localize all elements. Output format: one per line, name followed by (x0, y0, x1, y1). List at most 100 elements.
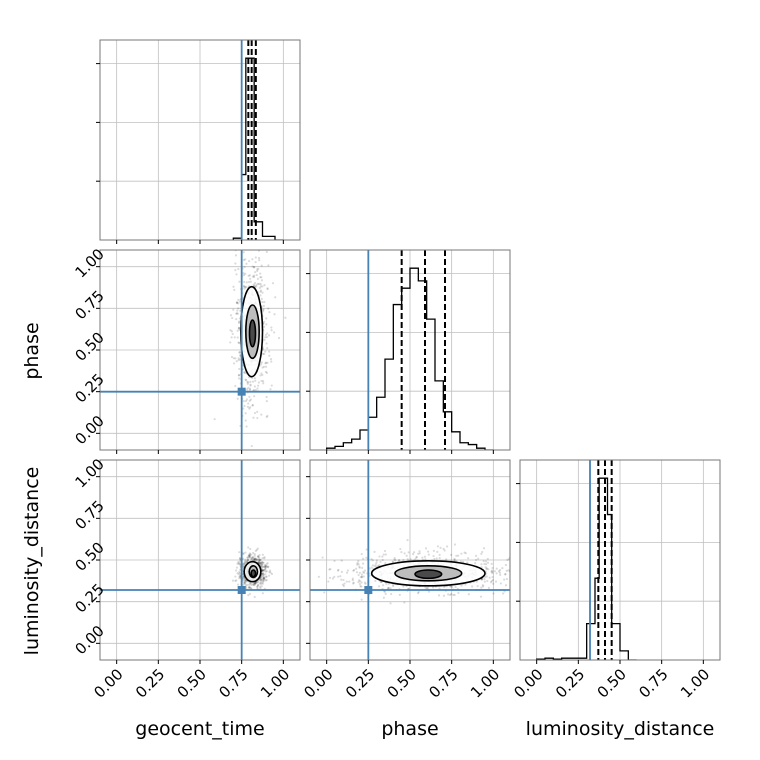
sample-point (417, 590, 420, 594)
sample-point (246, 559, 249, 562)
sample-point (244, 378, 247, 381)
sample-point (257, 558, 261, 562)
sample-point (238, 557, 242, 560)
sample-point (424, 586, 427, 589)
sample-point (248, 244, 250, 246)
sample-point (317, 575, 320, 578)
sample-point (363, 571, 366, 574)
sample-point (247, 554, 250, 558)
sample-point (256, 555, 260, 558)
sample-point (253, 554, 256, 557)
x-tick-label: 0.25 (342, 665, 378, 701)
sample-point (457, 591, 460, 594)
sample-point (262, 577, 265, 580)
sample-point (243, 561, 246, 564)
sample-point (244, 272, 247, 275)
sample-point (236, 301, 239, 304)
sample-point (264, 370, 267, 373)
sample-point (384, 553, 387, 556)
sample-point (238, 562, 241, 565)
sample-point (355, 571, 359, 574)
sample-point (263, 568, 267, 571)
sample-point (242, 552, 245, 555)
sample-point (525, 579, 527, 581)
sample-point (352, 582, 355, 585)
sample-point (254, 582, 257, 585)
sample-point (398, 593, 401, 597)
sample-point (358, 566, 361, 569)
sample-point (260, 563, 263, 566)
sample-point (266, 561, 269, 565)
sample-point (262, 561, 265, 564)
sample-point (261, 568, 264, 571)
sample-point (245, 425, 248, 428)
sample-point (247, 402, 250, 405)
sample-point (259, 580, 262, 583)
sample-point (532, 562, 534, 564)
sample-point (237, 377, 241, 380)
sample-point (244, 561, 247, 564)
sample-point (358, 579, 361, 582)
sample-point (505, 569, 508, 572)
sample-point (271, 282, 275, 285)
sample-point (254, 558, 257, 561)
sample-point (248, 555, 252, 559)
sample-point (256, 410, 259, 413)
sample-point (233, 226, 235, 228)
sample-point (242, 273, 245, 277)
sample-point (262, 382, 265, 385)
sample-point (253, 284, 256, 287)
sample-point (384, 562, 387, 565)
sample-point (485, 575, 488, 578)
sample-point (227, 456, 229, 458)
sample-point (237, 302, 240, 305)
sample-point (546, 585, 548, 587)
sample-point (254, 256, 257, 259)
sample-point (445, 545, 449, 548)
sample-point (245, 580, 248, 583)
sample-point (236, 312, 239, 315)
sample-point (246, 558, 250, 561)
sample-point (242, 271, 245, 275)
sample-point (487, 568, 490, 571)
sample-point (255, 273, 258, 277)
sample-point (257, 558, 261, 561)
sample-point (248, 555, 251, 558)
sample-point (264, 362, 267, 365)
sample-point (264, 573, 267, 576)
y-tick-label: 0.75 (71, 497, 107, 533)
sample-point (259, 558, 262, 561)
sample-point (273, 331, 276, 334)
sample-point (255, 285, 258, 288)
sample-point (253, 385, 256, 388)
sample-point (357, 573, 360, 577)
sample-point (259, 587, 262, 590)
sample-point (235, 301, 239, 305)
sample-point (260, 413, 263, 416)
sample-point (238, 571, 241, 575)
sample-point (323, 591, 326, 594)
sample-point (432, 549, 436, 552)
sample-point (235, 312, 238, 315)
sample-point (264, 333, 267, 337)
sample-point (259, 290, 262, 293)
sample-point (254, 379, 257, 382)
sample-point (466, 561, 469, 564)
sample-point (244, 558, 247, 561)
sample-point (254, 557, 257, 560)
sample-point (339, 575, 342, 578)
sample-point (498, 571, 502, 574)
sample-point (268, 574, 271, 577)
sample-point (259, 561, 262, 565)
sample-point (234, 262, 237, 265)
sample-point (263, 569, 266, 572)
sample-point (243, 371, 246, 374)
sample-point (450, 553, 453, 556)
sample-point (480, 563, 483, 566)
sample-point (264, 336, 267, 339)
sample-point (242, 258, 245, 262)
sample-point (264, 579, 267, 582)
sample-point (263, 565, 266, 569)
sample-point (254, 557, 257, 561)
sample-point (253, 559, 256, 562)
